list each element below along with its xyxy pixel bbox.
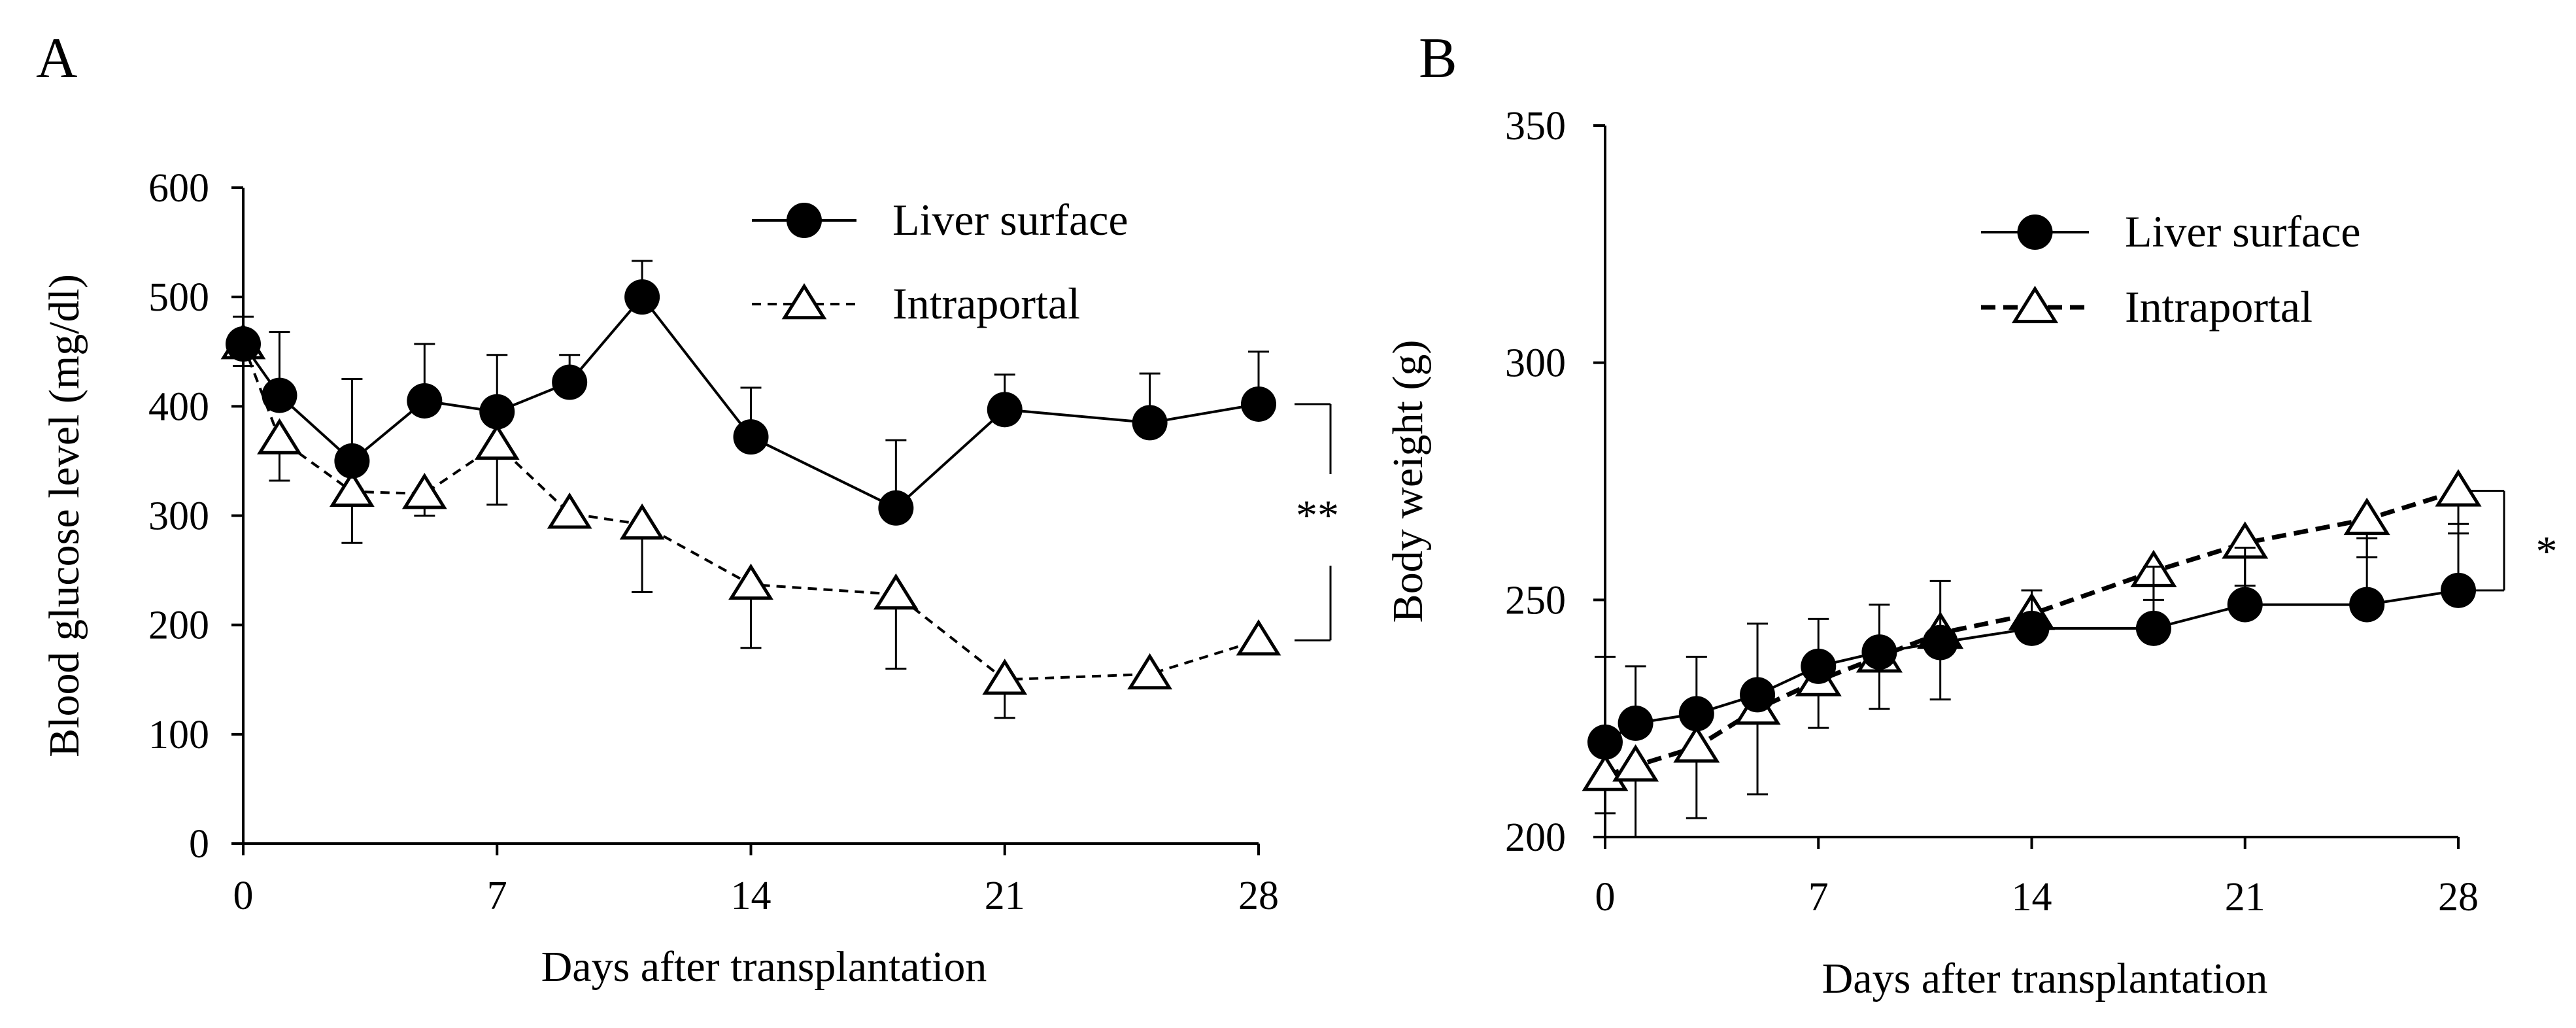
data-point: [329, 470, 375, 507]
y-tick-label: 200: [148, 604, 209, 648]
series-line: [242, 343, 1259, 681]
panel-label: B: [1419, 27, 1457, 90]
x-tick-label: 21: [2225, 875, 2265, 919]
data-point: [1127, 653, 1173, 690]
data-point: [1612, 744, 1659, 782]
y-tick-label: 0: [189, 822, 209, 866]
data-point: [1801, 648, 1837, 684]
y-tick-label: 400: [148, 385, 209, 429]
data-point: [624, 279, 660, 315]
data-point: [2343, 497, 2390, 536]
y-tick-label: 500: [148, 275, 209, 320]
data-point: [2227, 587, 2263, 623]
data-point: [257, 418, 302, 454]
y-tick-label: 100: [148, 713, 209, 757]
x-tick-label: 28: [1238, 874, 1279, 918]
data-point: [878, 490, 914, 526]
data-point: [873, 573, 919, 610]
data-point: [1241, 386, 1276, 422]
legend-label: Intraportal: [2125, 282, 2313, 332]
data-point: [2135, 610, 2171, 646]
y-axis-title: Blood glucose level (mg/dl): [41, 274, 88, 757]
chart-panel-b: B 200 250 300 350 0 7 14 21 28 Days after transpla…: [1384, 27, 2558, 1002]
significance-marker: *: [2536, 528, 2558, 575]
y-tick-label: 200: [1505, 815, 1566, 860]
chart-panel-a: A 0 100 200 300 400 500 600 0 7 14 21 28 Days after t…: [36, 27, 1339, 991]
series-intraportal: [220, 323, 1281, 719]
data-point: [982, 659, 1028, 695]
y-tick-label: 350: [1505, 104, 1566, 148]
y-tick-label: 250: [1505, 578, 1566, 623]
data-point: [2349, 587, 2385, 623]
data-point: [334, 443, 370, 479]
x-tick-label: 14: [2012, 875, 2052, 919]
significance-marker: **: [1296, 492, 1339, 540]
data-point: [547, 492, 592, 529]
data-point: [479, 394, 515, 430]
data-point: [1678, 696, 1714, 732]
series-liver-surface: [226, 260, 1276, 526]
y-tick-label: 300: [1505, 341, 1566, 386]
data-point: [728, 563, 773, 600]
significance-bracket: **: [1295, 403, 1339, 642]
significance-bracket: *: [2471, 490, 2558, 592]
y-axis-title: Body weight (g): [1384, 340, 1432, 623]
legend-marker: [787, 203, 822, 238]
data-point: [619, 503, 665, 540]
data-point: [2441, 572, 2476, 608]
legend-marker: [2017, 214, 2053, 250]
data-point: [1618, 705, 1653, 741]
x-tick-label: 7: [487, 874, 507, 918]
legend-label: Liver surface: [2125, 207, 2361, 256]
data-point: [733, 419, 769, 455]
data-point: [401, 473, 447, 509]
data-point: [407, 383, 443, 419]
x-tick-label: 28: [2438, 875, 2479, 919]
legend-label: Intraportal: [892, 279, 1080, 328]
data-point: [1922, 625, 1958, 660]
series-intraportal: [1582, 469, 2482, 838]
y-tick-label: 300: [148, 494, 209, 539]
series-liver-surface: [1587, 523, 2476, 760]
data-point: [987, 392, 1023, 428]
data-point: [262, 377, 297, 413]
x-tick-label: 21: [985, 874, 1025, 918]
data-point: [474, 423, 520, 460]
data-point: [1740, 677, 1776, 713]
legend: Liver surface Intraportal: [1981, 207, 2361, 332]
x-tick-label: 7: [1808, 875, 1829, 919]
data-point: [552, 364, 588, 400]
panel-label: A: [36, 27, 78, 90]
data-point: [1132, 405, 1168, 441]
data-point: [1861, 634, 1897, 670]
legend-label: Liver surface: [892, 195, 1128, 245]
x-axis-title: Days after transplantation: [1822, 955, 2268, 1002]
data-point: [1673, 725, 1720, 763]
data-point: [1587, 724, 1623, 760]
y-tick-label: 600: [148, 166, 209, 211]
x-tick-label: 0: [233, 874, 254, 918]
legend: Liver surface Intraportal: [752, 195, 1128, 328]
data-point: [226, 326, 261, 362]
x-tick-label: 0: [1595, 875, 1616, 919]
data-point: [2014, 610, 2050, 646]
x-tick-label: 14: [731, 874, 771, 918]
data-point: [1236, 619, 1281, 656]
data-point: [2435, 469, 2482, 507]
legend-marker: [2011, 285, 2059, 324]
legend-marker: [781, 283, 827, 320]
x-axis-title: Days after transplantation: [541, 943, 987, 991]
